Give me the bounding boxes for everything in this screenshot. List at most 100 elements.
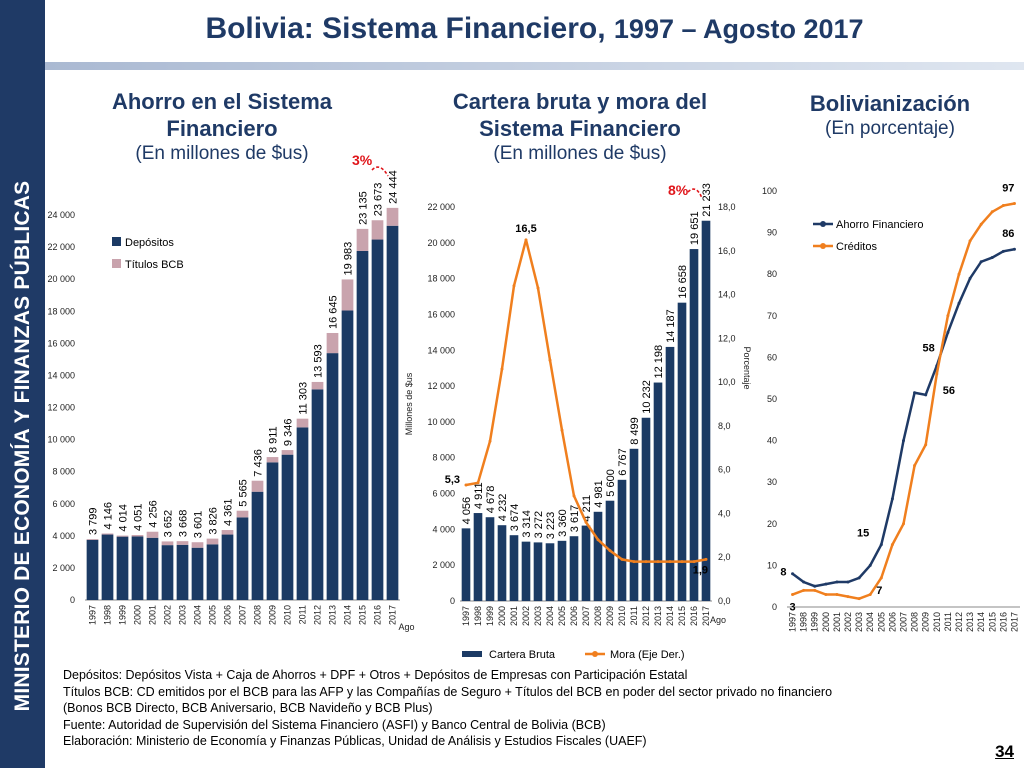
bol-ytick: 70 (767, 311, 777, 321)
ahorro-bar-depositos (251, 491, 264, 600)
cartera-ytick: 4 000 (432, 524, 455, 534)
mora-point (548, 358, 552, 362)
cartera-y2tick: 14,0 (718, 290, 736, 300)
creditos-point (990, 210, 994, 214)
cartera-bar (569, 536, 579, 601)
cartera-ytick: 6 000 (432, 489, 455, 499)
ahorro-ytick: 16 000 (47, 338, 75, 348)
creditos-point (1012, 201, 1016, 205)
sidebar: MINISTERIO DE ECONOMÍA Y FINANZAS PÚBLIC… (0, 0, 45, 768)
cartera-bar (557, 540, 567, 601)
bol-ytick: 20 (767, 519, 777, 529)
ahorro-bar-titulos (296, 418, 309, 428)
ahorro-value-label: 23 673 (373, 183, 385, 217)
cartera-xtick: 2010 (617, 606, 627, 626)
cartera-xtick: 2015 (677, 606, 687, 626)
ahorro-ytick: 18 000 (47, 306, 75, 316)
ahorro-xtick: 2001 (148, 605, 158, 625)
legend-titulos-label: Títulos BCB (125, 259, 184, 271)
cartera-growth-annotation: 8% (668, 182, 689, 198)
ahorro-bar-depositos (191, 547, 204, 600)
legend-depositos-label: Depósitos (125, 237, 174, 249)
ahorro-value-label: 3 601 (193, 511, 205, 539)
bol-ytick: 30 (767, 477, 777, 487)
cartera-y2tick: 6,0 (718, 465, 731, 475)
mora-point (704, 557, 708, 561)
mora-point (596, 538, 600, 542)
ahorro-value-label: 4 361 (223, 499, 235, 527)
cartera-value-label: 3 360 (557, 509, 569, 537)
cartera-value-label: 14 187 (665, 309, 677, 343)
legend-creditos-label: Créditos (836, 241, 877, 253)
creditos-point (791, 593, 795, 597)
ahorro-bar-depositos (236, 517, 249, 600)
ahorro-bar-depositos (356, 250, 369, 600)
panel2-heading: Cartera bruta y mora del Sistema Financi… (430, 88, 730, 166)
ahorro-bar-depositos (311, 389, 324, 600)
ahorro-bar-titulos (206, 538, 219, 545)
cartera-xtick: 2006 (569, 606, 579, 626)
cartera-xtick: 2012 (641, 606, 651, 626)
cartera-xtick: 2016 (689, 606, 699, 626)
ahorro-financiero-point (946, 330, 950, 334)
mora-point (500, 367, 504, 371)
cartera-y2tick: 16,0 (718, 246, 736, 256)
bol-xtick: 2002 (843, 612, 853, 632)
ahorro-xtick: 2014 (343, 605, 353, 625)
ahorro-xtick: 2015 (358, 605, 368, 625)
cartera-value-label: 6 767 (617, 448, 629, 476)
bol-ytick: 60 (767, 352, 777, 362)
ahorro-bar-titulos (386, 207, 399, 226)
ahorro-value-label: 8 911 (268, 426, 280, 453)
ahorro-financiero-point (990, 256, 994, 260)
mora-point (584, 520, 588, 524)
cartera-ytick: 10 000 (427, 417, 455, 427)
bol-xtick: 2009 (921, 612, 931, 632)
bol-ytick: 40 (767, 436, 777, 446)
cartera-bar (593, 511, 603, 601)
cartera-value-label: 16 658 (677, 265, 689, 299)
mora-point (560, 428, 564, 432)
ahorro-bar-depositos (296, 427, 309, 600)
cartera-bar (509, 535, 519, 601)
cartera-bar (545, 543, 555, 601)
cartera-xtick: 2009 (605, 606, 615, 626)
page-title: Bolivia: Sistema Financiero, 1997 – Agos… (45, 12, 1024, 46)
cartera-ytick: 8 000 (432, 453, 455, 463)
ahorro-value-label: 16 645 (328, 295, 340, 329)
mora-point (524, 238, 528, 242)
ahorro-value-label: 4 014 (118, 504, 130, 532)
cartera-xtick: 2014 (665, 606, 675, 626)
legend-depositos-swatch (112, 237, 121, 246)
cartera-ytick: 20 000 (427, 238, 455, 248)
ahorro-bar-titulos (161, 541, 174, 546)
ahorro-value-label: 4 146 (103, 502, 115, 530)
ahorro-financiero-point (890, 497, 894, 501)
ahorro-bar-titulos (281, 450, 294, 455)
ahorro-financiero-point (924, 393, 928, 397)
bol-point-label: 8 (780, 567, 786, 579)
cartera-ytick: 0 (450, 596, 455, 606)
legend-cartera-label: Cartera Bruta (489, 649, 556, 661)
cartera-ytick: 18 000 (427, 274, 455, 284)
ahorro-growth-annotation: 3% (352, 152, 373, 168)
bol-xtick: 2016 (998, 612, 1008, 632)
bol-xtick: 1998 (799, 612, 809, 632)
bol-ytick: 0 (772, 602, 777, 612)
creditos-point (1001, 204, 1005, 208)
cartera-y2label: Porcentaje (742, 346, 752, 389)
mora-point (512, 284, 516, 288)
bol-xtick: 2014 (976, 612, 986, 632)
bol-point-label: 58 (923, 343, 935, 355)
mora-point (668, 560, 672, 564)
ahorro-value-label: 4 256 (148, 500, 160, 528)
legend-ahorro-label: Ahorro Financiero (836, 219, 923, 231)
creditos-point (979, 222, 983, 226)
ahorro-bar-depositos (341, 310, 354, 600)
bol-xtick: 2006 (887, 612, 897, 632)
cartera-value-label: 3 223 (545, 512, 557, 540)
panel3-subtitle: (En porcentaje) (825, 118, 955, 139)
ahorro-bar-depositos (371, 239, 384, 600)
cartera-ytick: 22 000 (427, 202, 455, 212)
